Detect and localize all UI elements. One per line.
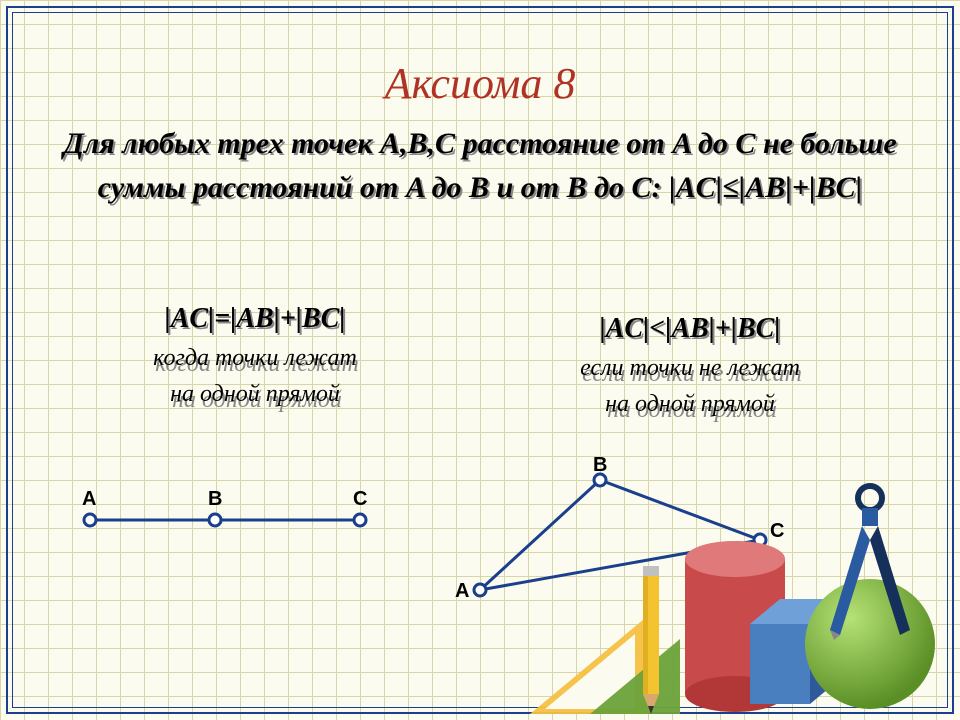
case-less-cond2: на одной прямой <box>510 388 870 420</box>
statement-text: Для любых трех точек A,B,C расстояние от… <box>60 122 900 209</box>
slide-title: Аксиома 8 <box>0 58 960 109</box>
axiom-statement: Для любых трех точек A,B,C расстояние от… <box>60 122 900 209</box>
tri-label-b: B <box>593 454 607 477</box>
case-equal-cond1: когда точки лежат <box>70 342 440 374</box>
case-less-formula: |AC|<|AB|+|BC| <box>510 310 870 348</box>
case-less-cond1: если точки не лежат <box>510 352 870 384</box>
line-label-a: A <box>82 488 96 511</box>
line-label-c: C <box>353 488 367 511</box>
deco-compass <box>810 480 930 640</box>
case-equal-formula: |AC|=|AB|+|BC| <box>70 300 440 338</box>
collinear-svg <box>70 480 390 550</box>
line-label-b: B <box>208 488 222 511</box>
case-equal-cond2: на одной прямой <box>70 378 440 410</box>
collinear-diagram: A B C <box>70 480 390 550</box>
tri-label-a: A <box>455 580 469 603</box>
case-less: |AC|<|AB|+|BC| |AC|<|AB|+|BC| если точки… <box>510 310 870 421</box>
case-equal: |AC|=|AB|+|BC| |AC|=|AB|+|BC| когда точк… <box>70 300 440 411</box>
deco-pencil <box>640 544 662 714</box>
